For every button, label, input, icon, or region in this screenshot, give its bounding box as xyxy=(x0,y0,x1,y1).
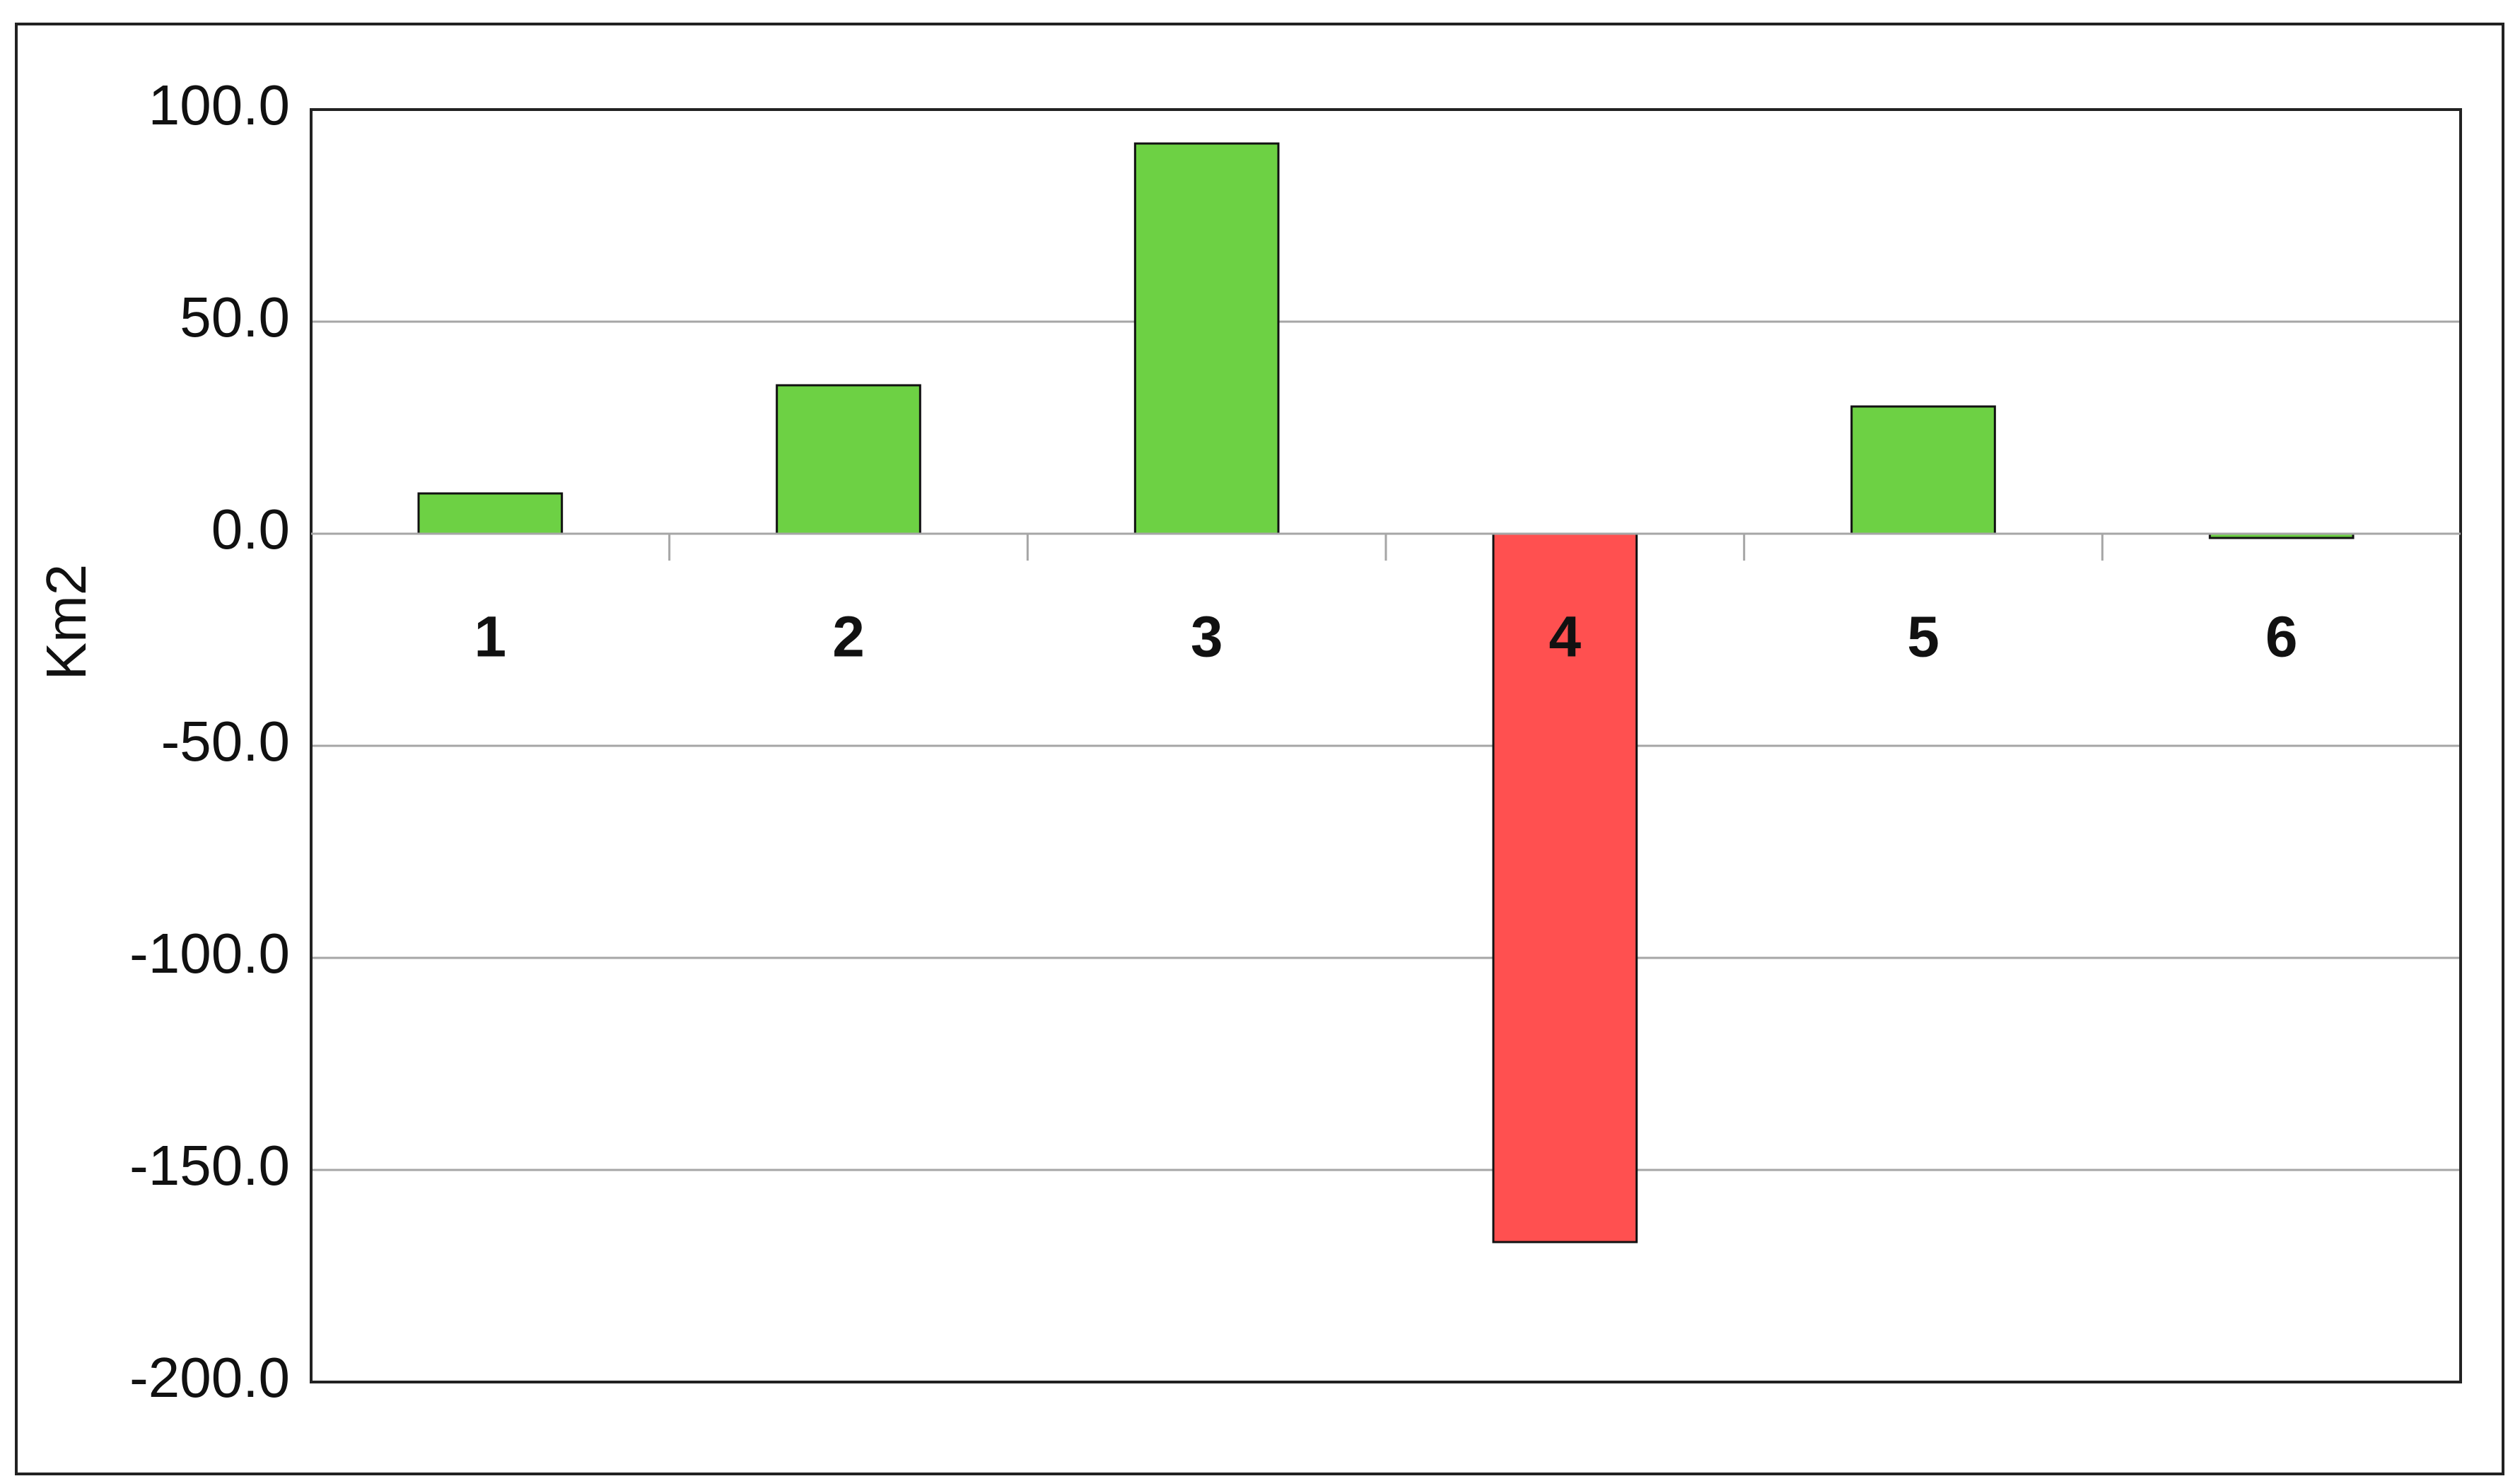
y-tick-label: 100.0 xyxy=(148,74,290,136)
bar xyxy=(776,384,921,535)
y-tick-label: -100.0 xyxy=(129,922,290,985)
x-tick-label: 6 xyxy=(2265,605,2298,669)
x-tick-label: 5 xyxy=(1907,605,1939,669)
y-axis-label: Km2 xyxy=(35,564,98,681)
x-tick-label: 4 xyxy=(1549,605,1582,669)
x-tick-label: 3 xyxy=(1191,605,1223,669)
bar xyxy=(417,492,564,535)
y-tick-label: -50.0 xyxy=(161,710,290,773)
y-tick-label: -150.0 xyxy=(129,1134,290,1197)
x-tick-label: 2 xyxy=(832,605,865,669)
y-tick-label: -200.0 xyxy=(129,1346,290,1409)
y-tick-label: 0.0 xyxy=(211,498,290,561)
bar xyxy=(1133,142,1280,535)
plot-frame xyxy=(310,108,2462,1383)
bar xyxy=(1492,532,1638,1243)
bar xyxy=(1850,405,1996,535)
y-tick-label: 50.0 xyxy=(180,286,290,349)
x-tick-label: 1 xyxy=(474,605,507,669)
